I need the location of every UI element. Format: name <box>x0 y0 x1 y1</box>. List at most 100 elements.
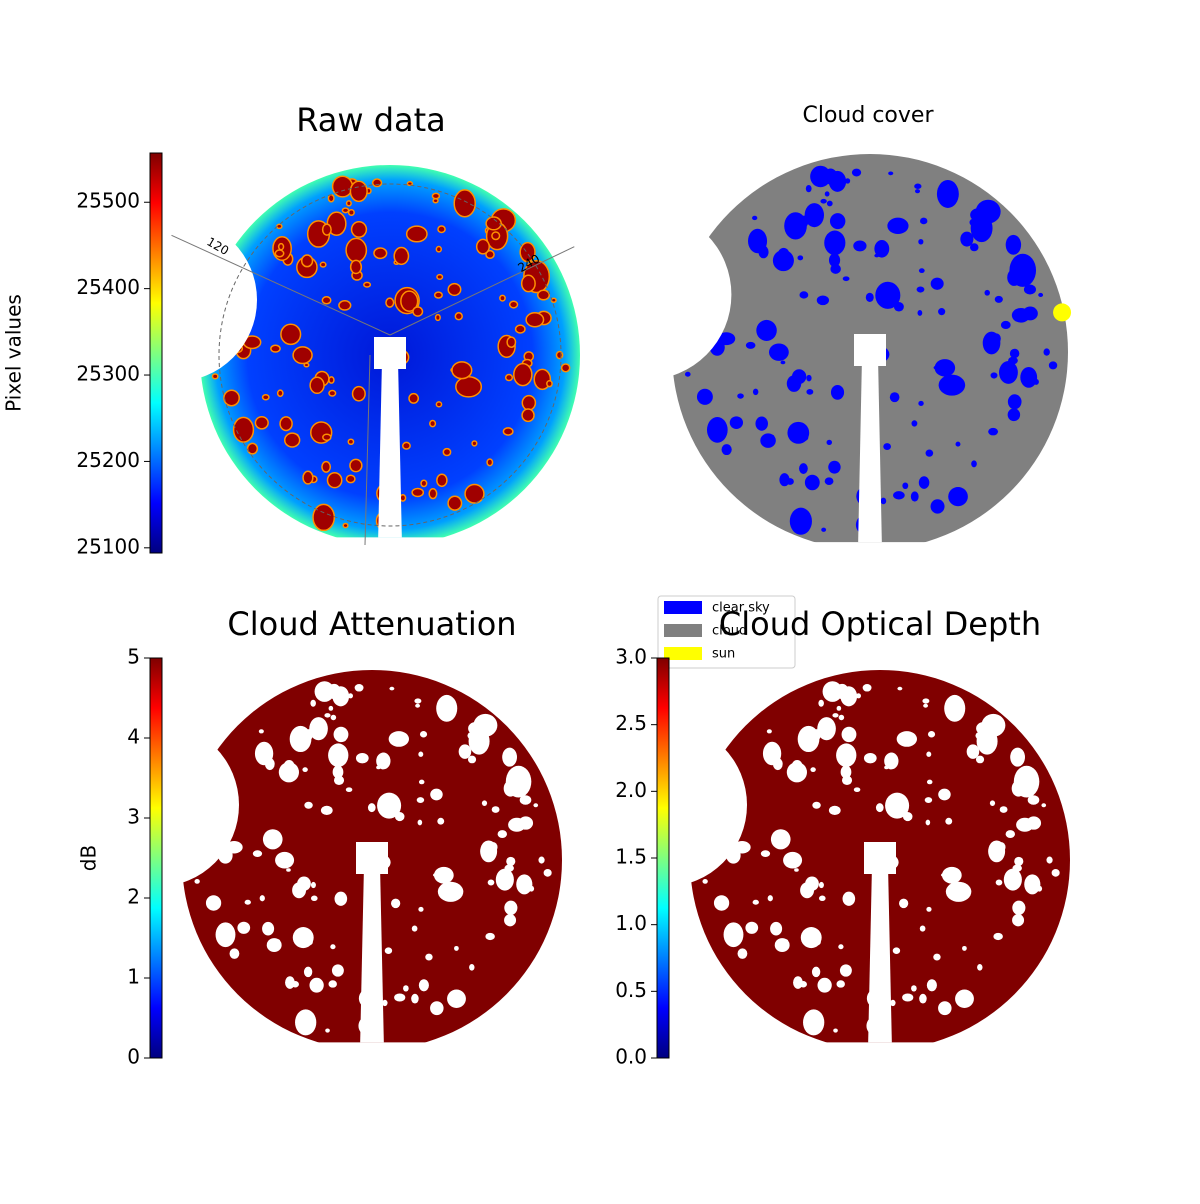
blob <box>331 964 344 977</box>
blob <box>780 360 786 365</box>
blob <box>717 332 736 346</box>
blob <box>373 247 388 260</box>
blob <box>840 686 858 707</box>
blob <box>328 705 334 711</box>
blob <box>411 925 418 932</box>
blob <box>840 765 852 779</box>
blob <box>793 976 803 989</box>
blob <box>1007 268 1022 286</box>
blob <box>274 249 285 258</box>
blob <box>405 225 428 243</box>
blob <box>455 375 483 398</box>
blob <box>945 881 972 902</box>
blob <box>322 433 332 442</box>
blob <box>292 882 307 899</box>
blob <box>836 705 842 711</box>
blob <box>1051 868 1060 877</box>
colorbar <box>656 657 670 1059</box>
blob <box>729 416 744 429</box>
blob <box>309 717 328 741</box>
blob <box>499 294 506 302</box>
blob <box>371 178 383 188</box>
blob <box>889 392 900 403</box>
blob <box>304 801 313 809</box>
blob <box>851 168 862 177</box>
blob <box>389 686 395 691</box>
blob <box>755 416 768 431</box>
blob <box>434 313 441 322</box>
blob <box>833 1028 838 1033</box>
blob <box>914 189 921 194</box>
obstruction <box>182 727 239 883</box>
blob <box>706 416 728 443</box>
sky-image <box>200 165 580 538</box>
blob <box>259 895 265 902</box>
blob <box>432 198 439 204</box>
blob <box>506 336 517 348</box>
blob <box>765 755 774 762</box>
blob <box>938 374 966 396</box>
blob <box>816 295 830 306</box>
blob <box>919 925 926 932</box>
blob <box>260 748 266 755</box>
blob <box>818 881 824 889</box>
blob <box>310 699 316 707</box>
blob <box>285 976 295 989</box>
blob <box>910 491 919 502</box>
blob <box>745 921 759 934</box>
blob <box>436 473 448 488</box>
colorbar-tick-label: 2 <box>127 885 140 909</box>
blob <box>799 215 809 228</box>
blob <box>348 693 353 699</box>
blob <box>993 932 1003 941</box>
blob <box>437 817 445 825</box>
blob <box>300 254 314 268</box>
colorbar-tick-label: 1.0 <box>615 911 647 935</box>
blob <box>508 817 526 832</box>
blob <box>760 433 776 448</box>
blob <box>818 895 826 902</box>
blob <box>1023 284 1037 295</box>
blob <box>232 416 255 443</box>
blob <box>812 801 821 809</box>
blob <box>696 388 713 405</box>
blob <box>367 803 376 813</box>
sun-marker <box>1053 303 1072 322</box>
blob <box>384 947 393 954</box>
blob <box>897 686 903 691</box>
blob <box>331 175 354 198</box>
blob <box>555 350 564 360</box>
blob <box>826 439 833 446</box>
blob <box>420 479 428 488</box>
blob <box>363 281 372 288</box>
blob <box>406 181 414 187</box>
blob <box>447 989 466 1009</box>
blob <box>970 208 986 222</box>
panel: Cloud cover clear sky cloud sun <box>657 103 1072 669</box>
blob <box>902 811 913 822</box>
blob <box>975 755 985 764</box>
blob <box>1038 292 1044 298</box>
blob <box>252 850 263 858</box>
blob <box>922 698 930 704</box>
blob <box>925 819 931 826</box>
blob <box>842 276 850 282</box>
blob <box>797 255 804 261</box>
colorbar <box>149 152 163 554</box>
blob <box>806 374 812 382</box>
blob <box>828 460 841 474</box>
blob <box>817 977 832 993</box>
blob <box>412 306 424 317</box>
blob <box>902 993 914 1002</box>
blob <box>769 343 789 361</box>
blob <box>486 458 494 467</box>
blob <box>349 259 363 275</box>
blob <box>473 737 482 745</box>
blob <box>437 881 464 902</box>
blob <box>768 748 774 755</box>
blob <box>414 698 422 704</box>
blob <box>485 249 495 260</box>
blob <box>223 389 240 407</box>
blob <box>916 286 925 293</box>
